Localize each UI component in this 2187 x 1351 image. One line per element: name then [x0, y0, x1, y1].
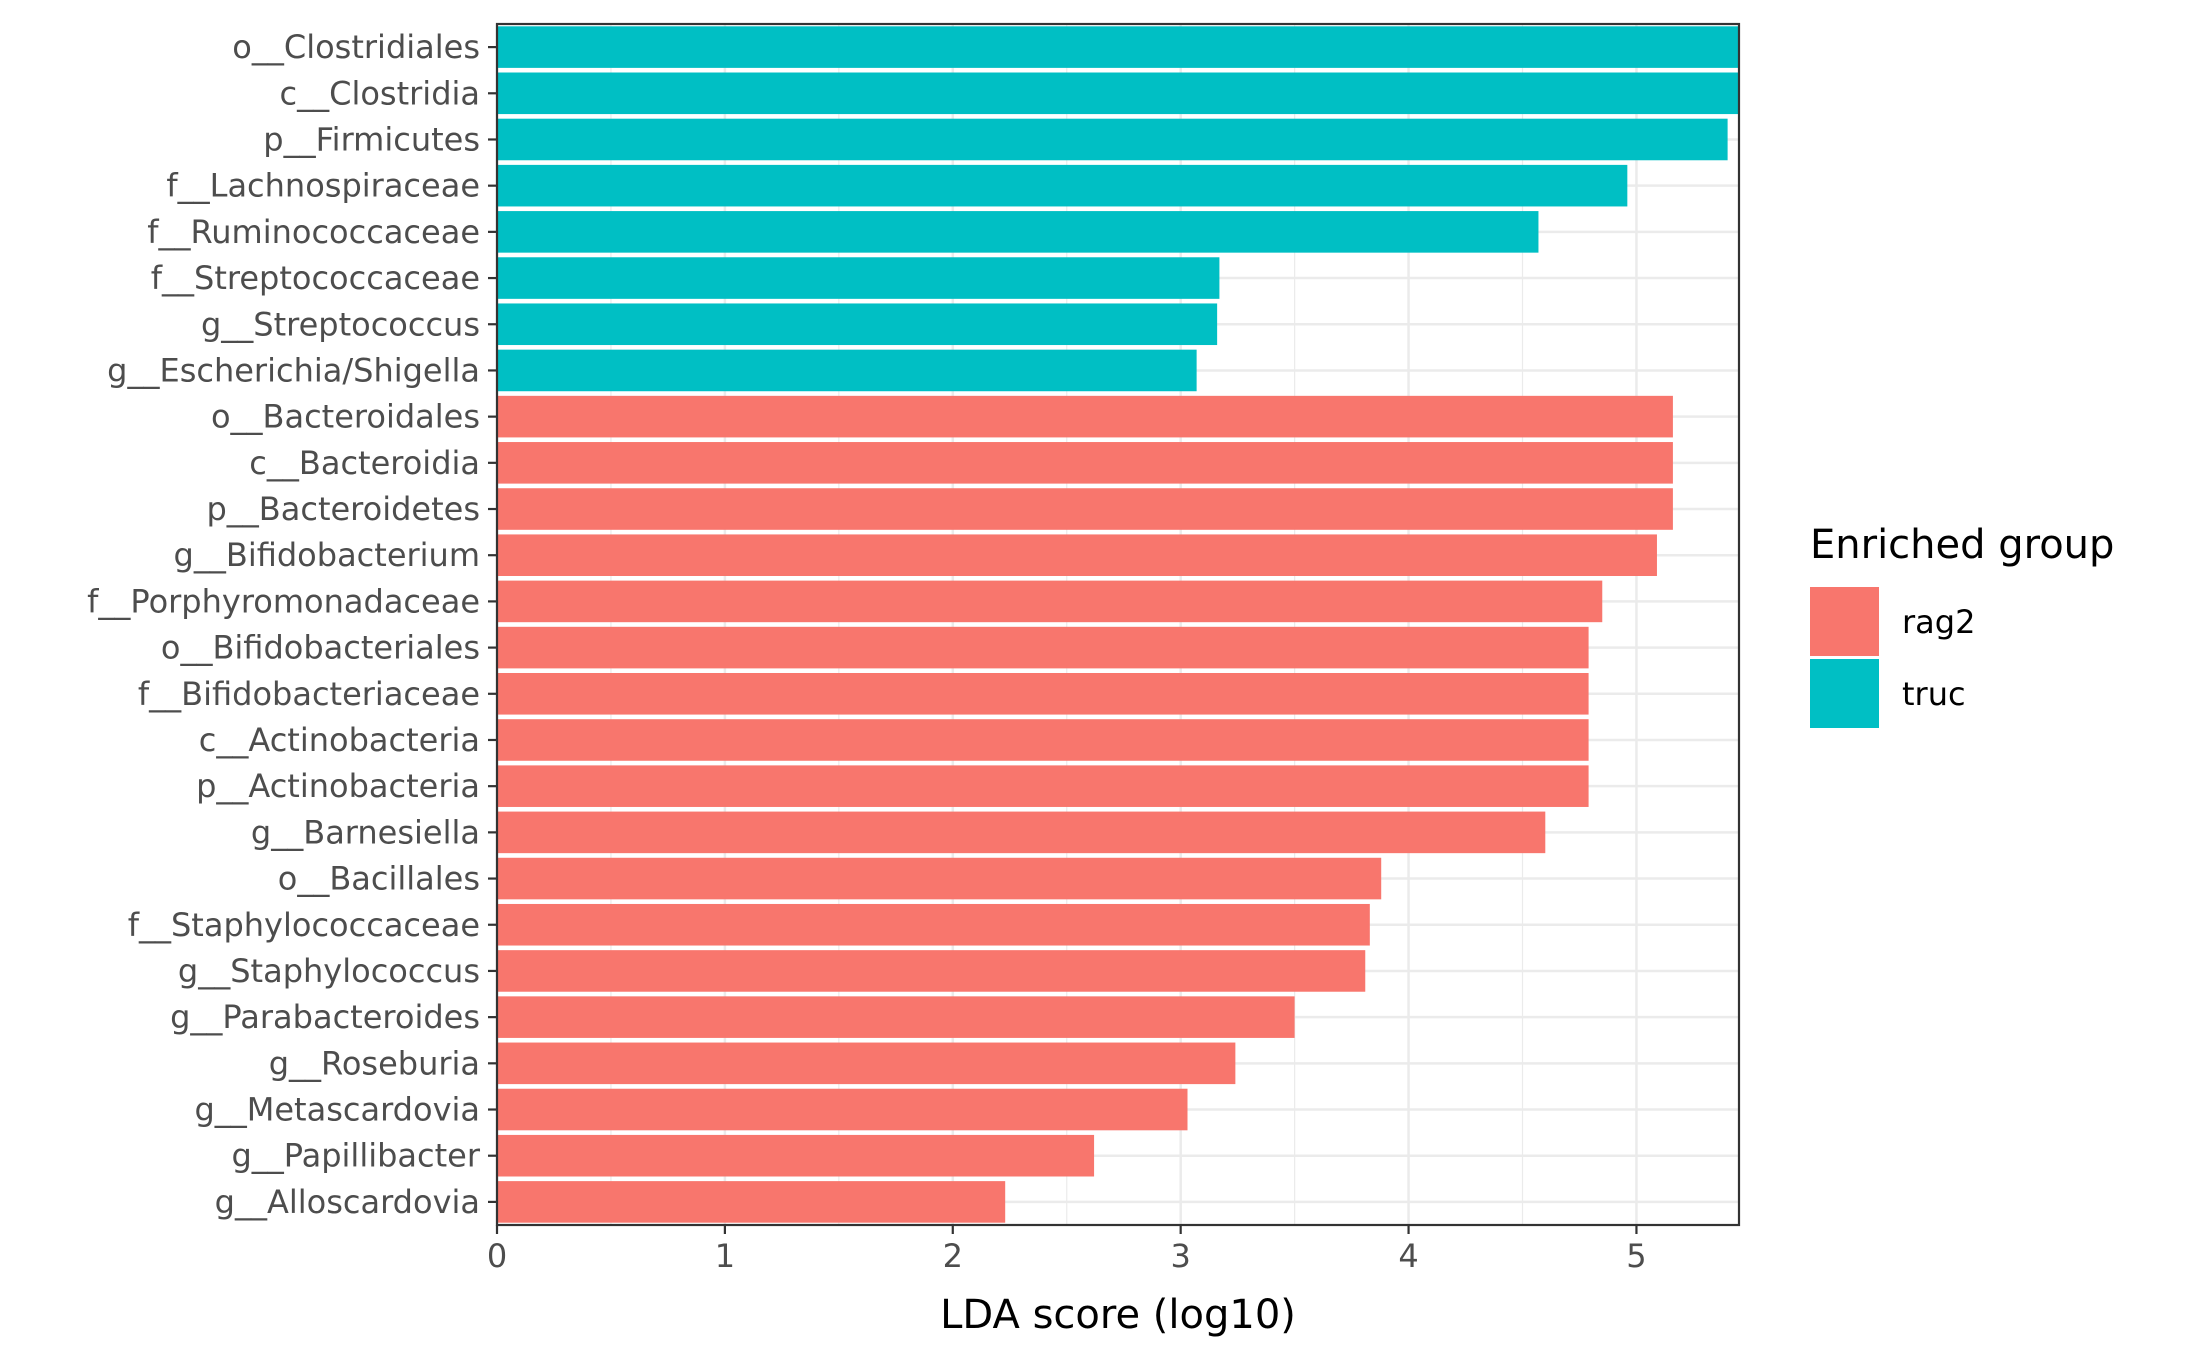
y-tick-label: f__Lachnospiraceae [166, 167, 480, 205]
x-tick-label: 3 [1170, 1237, 1190, 1275]
y-tick-label: f__Porphyromonadaceae [87, 582, 480, 620]
y-tick-label: c__Actinobacteria [199, 721, 480, 759]
y-tick-label: g__Roseburia [269, 1044, 480, 1082]
bar [497, 395, 1673, 438]
bar [497, 534, 1657, 576]
bar [497, 857, 1382, 900]
bar [497, 719, 1589, 761]
legend-label: rag2 [1902, 603, 1975, 641]
bar [497, 211, 1539, 253]
bar [497, 1134, 1095, 1177]
bar [497, 303, 1218, 346]
legend: Enriched group rag2 truc [1810, 522, 2114, 728]
y-tick-label: g__Parabacteroides [170, 998, 480, 1036]
x-tick-label: 4 [1398, 1237, 1418, 1275]
bar [497, 26, 1739, 68]
y-tick-label: p__Firmicutes [263, 120, 480, 158]
x-tick-label: 0 [487, 1237, 507, 1275]
y-tick-label: f__Bifidobacteriaceae [138, 675, 480, 713]
y-axis: o__Clostridiales c__Clostridia p__Firmicut… [87, 28, 497, 1221]
x-tick-label: 2 [943, 1237, 963, 1275]
y-tick-label: c__Clostridia [280, 74, 480, 112]
bar [497, 673, 1589, 715]
bar [497, 257, 1220, 299]
bar [497, 996, 1295, 1038]
y-tick-label: o__Clostridiales [232, 28, 480, 66]
bar [497, 580, 1603, 623]
x-axis-title: LDA score (log10) [940, 1292, 1296, 1338]
legend-label: truc [1902, 675, 1966, 713]
x-tick-label: 1 [715, 1237, 735, 1275]
bar [497, 118, 1728, 161]
legend-key-truc [1810, 659, 1879, 728]
y-tick-label: g__Escherichia/Shigella [107, 351, 480, 389]
y-tick-label: o__Bifidobacteriales [161, 629, 480, 667]
y-tick-label: f__Ruminococcaceae [147, 213, 480, 251]
y-tick-label: g__Streptococcus [201, 305, 480, 343]
y-tick-label: f__Streptococcaceae [151, 259, 480, 297]
bar [497, 1088, 1188, 1131]
y-tick-label: g__Papillibacter [231, 1137, 480, 1175]
bar [497, 164, 1628, 207]
bar [497, 626, 1589, 669]
y-tick-label: o__Bacteroidales [211, 398, 480, 436]
bar [497, 950, 1366, 992]
bar [497, 765, 1589, 807]
y-tick-label: p__Actinobacteria [196, 767, 480, 805]
legend-key-rag2 [1810, 587, 1879, 656]
y-tick-label: p__Bacteroidetes [206, 490, 480, 528]
x-axis: 0 1 2 3 4 5 [487, 1225, 1647, 1275]
y-tick-label: g__Barnesiella [251, 813, 480, 851]
bar [497, 1181, 1006, 1223]
y-tick-label: o__Bacillales [278, 860, 480, 898]
y-tick-label: g__Alloscardovia [215, 1183, 480, 1221]
bar [497, 903, 1370, 946]
y-tick-label: c__Bacteroidia [249, 444, 480, 482]
y-tick-label: f__Staphylococcaceae [128, 906, 480, 944]
bar [497, 442, 1673, 484]
bars [497, 26, 1739, 1223]
y-tick-label: g__Staphylococcus [178, 952, 480, 990]
y-tick-label: g__Bifidobacterium [174, 536, 480, 574]
bar [497, 72, 1739, 115]
bar [497, 349, 1197, 392]
plot-panel-border [495, 22, 1741, 1227]
bar [497, 488, 1673, 530]
bar [497, 811, 1546, 854]
y-tick-label: g__Metascardovia [194, 1091, 480, 1129]
legend-title: Enriched group [1810, 522, 2114, 568]
x-tick-label: 5 [1626, 1237, 1646, 1275]
bar [497, 1042, 1236, 1085]
